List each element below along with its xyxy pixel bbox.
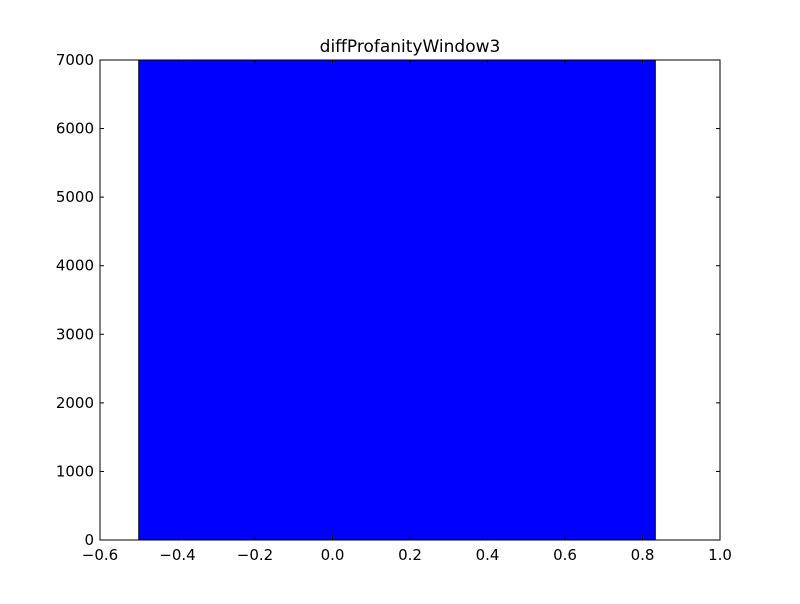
axes: −0.6 −0.4 −0.2 0.0 0.2 0.4 0.6 0.8 1.0 0 1000 2000 3… [56, 51, 732, 564]
y-tick-label: 5000 [56, 188, 94, 206]
bar-0 [138, 59, 656, 541]
x-tick-label: 0.8 [631, 546, 655, 564]
x-tick-label: 0.4 [476, 546, 500, 564]
y-tick-label: 0 [84, 531, 94, 549]
x-tick-label: −0.2 [237, 546, 273, 564]
chart-title: diffProfanityWindow3 [320, 37, 501, 57]
x-tick-label: −0.4 [159, 546, 195, 564]
y-tick-label: 6000 [56, 120, 94, 138]
x-tick-label: −0.6 [82, 546, 118, 564]
y-tick-label: 2000 [56, 394, 94, 412]
x-tick-label: 0.2 [398, 546, 422, 564]
x-tick-label: 1.0 [708, 546, 732, 564]
x-tick-label: 0.0 [321, 546, 345, 564]
x-tick-label: 0.6 [553, 546, 577, 564]
y-tick-label: 1000 [56, 462, 94, 480]
y-tick-label: 3000 [56, 325, 94, 343]
y-tick-label: 7000 [56, 51, 94, 69]
plot-area [138, 59, 656, 541]
y-tick-label: 4000 [56, 257, 94, 275]
